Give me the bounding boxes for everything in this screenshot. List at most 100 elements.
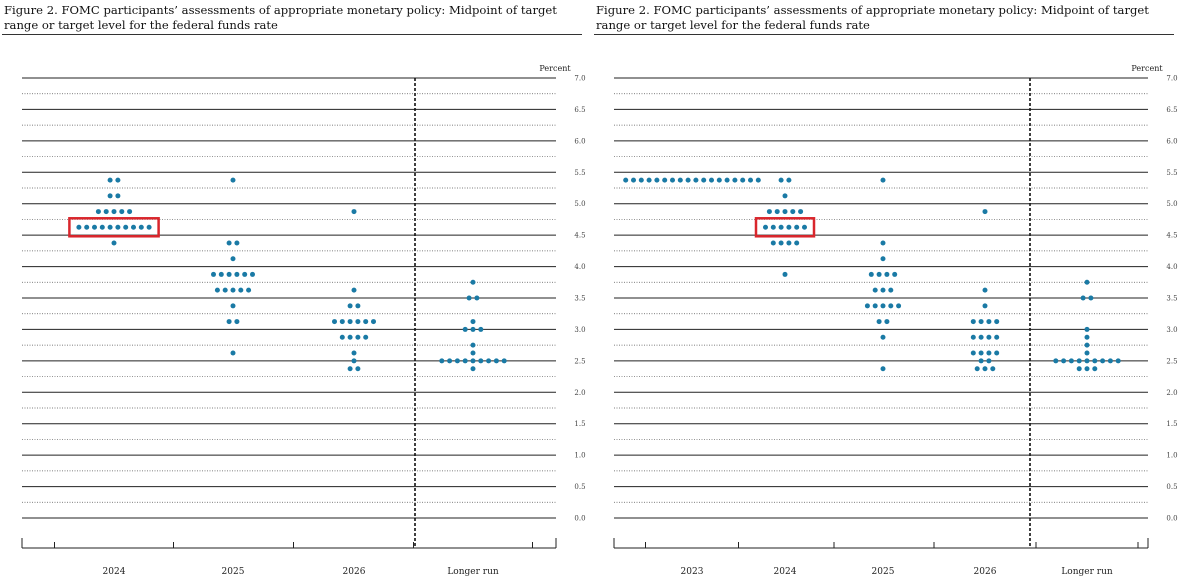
- dot-point: [111, 209, 117, 215]
- dot-point: [363, 334, 369, 340]
- dot-point: [470, 279, 476, 285]
- dot-point: [230, 256, 236, 262]
- dot-point: [880, 256, 886, 262]
- dot-point: [876, 319, 882, 325]
- dot-point: [115, 224, 121, 230]
- dot-point: [119, 209, 125, 215]
- dot-point: [740, 177, 746, 183]
- figure-title: Figure 2. FOMC participants’ assessments…: [4, 3, 557, 32]
- dot-point: [1084, 350, 1090, 356]
- dot-point: [439, 358, 445, 364]
- dot-point: [786, 240, 792, 246]
- dot-point: [986, 350, 992, 356]
- dot-point: [230, 350, 236, 356]
- dot-point: [131, 224, 136, 230]
- dot-point: [138, 224, 144, 230]
- y-tick-label: 4.5: [574, 232, 585, 240]
- dot-point: [986, 334, 992, 340]
- figure-title: Figure 2. FOMC participants’ assessments…: [596, 3, 1149, 32]
- dot-point: [978, 319, 984, 325]
- dot-point: [351, 287, 357, 293]
- dot-point: [880, 334, 886, 340]
- dot-point: [884, 319, 890, 325]
- dot-point: [1100, 358, 1106, 364]
- dot-point: [474, 295, 480, 301]
- dot-point: [371, 319, 376, 325]
- dot-point: [748, 177, 753, 183]
- y-tick-label: 7.0: [1166, 75, 1177, 83]
- dot-point: [478, 358, 484, 364]
- dot-point: [646, 177, 652, 183]
- dot-point: [454, 358, 460, 364]
- dot-point: [1092, 366, 1098, 372]
- y-tick-label: 5.5: [574, 169, 585, 177]
- dot-point: [970, 350, 976, 356]
- dot-point: [982, 209, 988, 215]
- y-tick-label: 6.5: [1166, 106, 1177, 114]
- x-tick-label: 2024: [774, 567, 797, 577]
- dot-point: [662, 177, 668, 183]
- dot-point: [347, 334, 353, 340]
- y-tick-label: 7.0: [574, 75, 585, 83]
- dot-point: [770, 224, 776, 230]
- dot-point: [1084, 342, 1090, 348]
- dot-point: [115, 193, 121, 199]
- dot-point: [76, 224, 82, 230]
- dot-point: [347, 303, 353, 309]
- y-axis-unit: Percent: [1131, 64, 1163, 73]
- dot-point: [127, 209, 133, 215]
- y-tick-label: 4.0: [1166, 263, 1177, 271]
- y-tick-label: 0.0: [574, 515, 585, 523]
- dot-point: [782, 271, 788, 277]
- x-tick-label: 2026: [974, 567, 997, 577]
- y-tick-label: 1.5: [1166, 420, 1177, 428]
- dot-point: [1107, 358, 1113, 364]
- dot-point: [880, 240, 886, 246]
- dot-point: [92, 224, 97, 230]
- dot-point: [1084, 326, 1090, 332]
- dot-point: [146, 224, 152, 230]
- y-tick-labels: 0.0 0.5 1.0 1.5 2.0 2.5 3.0 3.5 4.0 4.5 5.0 5.5 6.0 6…: [574, 75, 585, 523]
- dot-plot-chart: 0.0 0.5 1.0 1.5 2.0 2.5 3.0 3.5 4.0 4.5 5.0 5.5 6.0 6…: [613, 64, 1178, 577]
- dot-point: [778, 224, 784, 230]
- dot-point: [211, 271, 216, 277]
- y-tick-label: 6.0: [1166, 137, 1177, 145]
- dot-point: [230, 287, 236, 293]
- dot-point: [103, 209, 109, 215]
- dot-point: [982, 366, 988, 372]
- dot-point: [332, 319, 337, 325]
- dot-point: [351, 350, 357, 356]
- dot-point: [355, 366, 361, 372]
- dot-point: [355, 303, 361, 309]
- y-tick-label: 3.0: [1166, 326, 1177, 334]
- dot-point: [1053, 358, 1059, 364]
- dot-point: [355, 319, 361, 325]
- y-tick-label: 3.5: [1166, 295, 1177, 303]
- dot-point: [982, 287, 988, 293]
- dot-point: [778, 177, 784, 183]
- dot-point: [716, 177, 722, 183]
- dot-point: [892, 271, 898, 277]
- x-tick-label: 2024: [103, 567, 126, 577]
- dot-point: [466, 295, 472, 301]
- dot-point: [363, 319, 369, 325]
- dot-point: [782, 193, 788, 199]
- dot-point: [234, 271, 240, 277]
- y-tick-label: 1.0: [1166, 452, 1177, 460]
- y-axis-unit: Percent: [539, 64, 571, 73]
- dot-point: [347, 366, 353, 372]
- x-tick-label: 2026: [343, 567, 366, 577]
- dot-point: [501, 358, 507, 364]
- dot-plot-chart: 0.0 0.5 1.0 1.5 2.0 2.5 3.0 3.5 4.0 4.5 5.0 5.5 6.0 6…: [21, 64, 586, 577]
- dot-point: [246, 287, 252, 293]
- dot-point: [880, 303, 886, 309]
- dot-point: [978, 350, 984, 356]
- dot-point: [355, 334, 361, 340]
- dot-point: [339, 334, 345, 340]
- dot-point: [798, 209, 804, 215]
- title-rule: [2, 34, 582, 35]
- dot-point: [226, 271, 232, 277]
- dot-point: [994, 350, 1000, 356]
- x-tick-label: 2025: [872, 567, 895, 577]
- dot-point: [880, 287, 886, 293]
